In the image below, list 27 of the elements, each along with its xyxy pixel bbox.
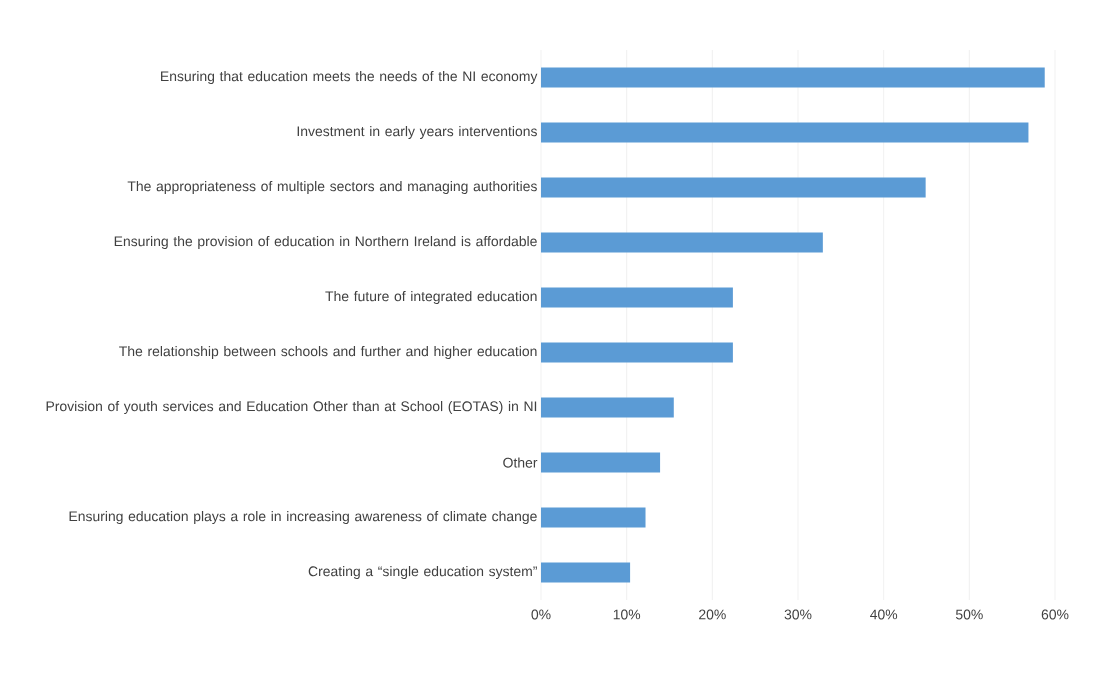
y-tick-label: The future of integrated education — [325, 291, 537, 304]
x-tick-label: 10% — [613, 609, 641, 620]
x-tick-label: 40% — [870, 609, 898, 620]
bar — [541, 177, 926, 198]
y-tick-label: Ensuring the provision of education in Northern Ireland is affordable — [114, 236, 537, 249]
x-tick-label: 50% — [955, 609, 983, 620]
bar — [541, 287, 733, 308]
bar — [541, 452, 661, 473]
bar — [541, 507, 646, 528]
bar — [541, 122, 1029, 143]
bar — [541, 67, 1045, 88]
bar — [541, 342, 733, 363]
y-tick-label: Ensuring education plays a role in increasing awareness of climate change — [69, 511, 537, 524]
x-tick-label: 0% — [531, 609, 551, 620]
x-tick-label: 30% — [784, 609, 812, 620]
y-tick-label: The appropriateness of multiple sectors and managing authorities — [127, 181, 537, 194]
y-tick-label: The relationship between schools and further and higher education — [119, 346, 537, 359]
y-tick-label: Provision of youth services and Education Other than at School (EOTAS) in NI — [46, 401, 537, 414]
bar — [541, 397, 674, 418]
y-tick-label: Investment in early years interventions — [297, 126, 537, 139]
y-tick-label: Other — [503, 457, 538, 468]
x-tick-label: 60% — [1041, 609, 1069, 620]
bar — [541, 562, 631, 583]
y-tick-label: Creating a “single education system” — [308, 566, 537, 579]
bar — [541, 232, 823, 253]
y-tick-label: Ensuring that education meets the needs of the NI economy — [161, 71, 538, 84]
x-tick-label: 20% — [699, 609, 726, 620]
